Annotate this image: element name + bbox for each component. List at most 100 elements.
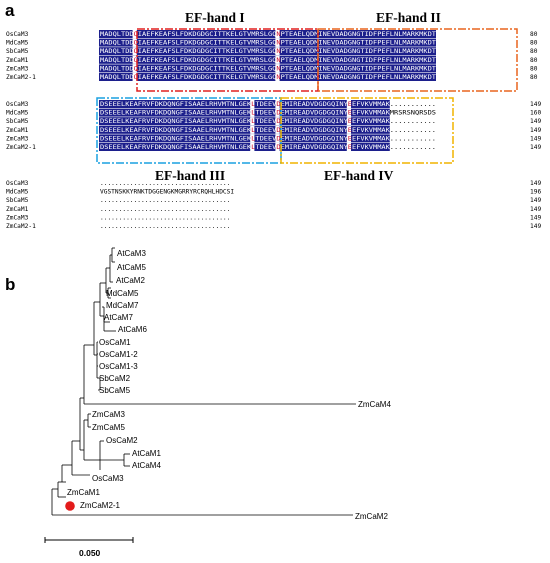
sequence-length: 149 xyxy=(530,127,541,134)
sequence-length: 149 xyxy=(530,101,541,108)
conserved-column-cell xyxy=(275,108,280,117)
sequence-name: SbCaM5 xyxy=(6,118,29,125)
panel-b-label: b xyxy=(5,275,15,294)
sequence-name: OsCaM3 xyxy=(6,31,29,38)
sequence-length: 80 xyxy=(530,31,538,38)
tree-leaf-label: OsCaM1 xyxy=(99,338,131,347)
tree-leaf-label: ZmCaM5 xyxy=(92,423,125,432)
sequence-name: ZmCaM3 xyxy=(6,214,29,221)
phylogenetic-tree xyxy=(51,247,356,516)
sequence-residues: ................................... xyxy=(100,223,230,230)
sequence-name: ZmCaM2-1 xyxy=(6,223,36,230)
sequence-residues: MADQLTDD QIAEFKEAFSLFDKDGDGCITTKELGTVMRSL… xyxy=(100,31,436,38)
tree-leaf-label: ZmCaM1 xyxy=(67,488,100,497)
sequence-length: 80 xyxy=(530,74,538,81)
sequence-name: MdCaM5 xyxy=(6,189,29,196)
sequence-name: MdCaM5 xyxy=(6,40,29,47)
sequence-length: 160 xyxy=(530,110,541,117)
tree-leaf-label: AtCaM5 xyxy=(117,263,146,272)
sequence-length: 80 xyxy=(530,65,538,72)
conserved-column-cell xyxy=(250,125,255,134)
tree-leaf-label: AtCaM4 xyxy=(132,461,161,470)
sequence-length: 149 xyxy=(530,180,541,187)
tree-leaf-label: OsCaM1-2 xyxy=(99,350,138,359)
sequence-length: 149 xyxy=(530,118,541,125)
sequence-name: ZmCaM2-1 xyxy=(6,144,36,151)
sequence-name: OsCaM3 xyxy=(6,101,29,108)
sequence-residues: MADQLTDD QIAEFKEAFSLFDKDGDGCITTKELGTVMRSL… xyxy=(100,74,436,81)
conserved-column-cell xyxy=(275,30,280,38)
sequence-residues: ................................... xyxy=(100,180,230,187)
sequence-name: SbCaM5 xyxy=(6,48,29,55)
conserved-column-cell xyxy=(275,117,280,126)
conserved-column-cell xyxy=(250,108,255,117)
sequence-residues: MADQLTDD QIAEFKEAFSLFDKDGDGCITTKELGTVMRSL… xyxy=(100,40,436,47)
tree-leaf-label: MdCaM7 xyxy=(106,301,139,310)
domain-label-ef-hand-3: EF-hand III xyxy=(155,168,225,183)
sequence-residues: VGSTNSKKYRNKTDGGENGKMGRRYRCRQHLHDCSI xyxy=(100,189,234,196)
conserved-column-cell xyxy=(346,100,351,108)
alignment-row-bg xyxy=(99,73,436,81)
tree-leaf-label: SbCaM5 xyxy=(99,386,131,395)
tree-leaves: AtCaM3 AtCaM5 AtCaM2 MdCaM5 MdCaM7 AtCaM7 AtCa… xyxy=(67,249,391,521)
alignment-row-bg xyxy=(99,143,390,151)
tree-leaf-label: ZmCaM2-1 xyxy=(80,501,121,510)
sequence-name: ZmCaM1 xyxy=(6,57,29,64)
sequence-length: 149 xyxy=(530,197,541,204)
panel-a-label: a xyxy=(5,1,15,20)
alignment-row-bg xyxy=(99,108,390,117)
conserved-column-cell xyxy=(275,100,280,108)
conserved-column-cell xyxy=(132,47,137,56)
sequence-residues: ................................... xyxy=(100,214,230,221)
tree-leaf-label: ZmCaM2 xyxy=(355,512,388,521)
conserved-column-cell xyxy=(132,30,137,38)
tree-leaf-label: OsCaM2 xyxy=(106,436,138,445)
highlight-marker xyxy=(65,501,75,511)
conserved-column-cell xyxy=(250,143,255,151)
alignment-block-3: OsCaM3..................................… xyxy=(6,180,541,230)
sequence-length: 149 xyxy=(530,206,541,213)
ef-hand-4-box xyxy=(280,97,454,164)
tree-leaf-label: AtCaM1 xyxy=(132,449,161,458)
conserved-column-cell xyxy=(250,100,255,108)
conserved-column-cell xyxy=(250,134,255,143)
tree-leaf-label: MdCaM5 xyxy=(106,289,139,298)
alignment-row-bg xyxy=(99,100,390,108)
domain-label-ef-hand-2: EF-hand II xyxy=(376,10,441,25)
sequence-residues: DSEEELKEAFRVFDKDQNGFISAAELRHVMTNLGEK LTDE… xyxy=(100,135,436,142)
sequence-residues: DSEEELKEAFRVFDKDQNGFISAAELRHVMTNLGEK LTDE… xyxy=(100,127,436,134)
sequence-name: SbCaM5 xyxy=(6,197,29,204)
tree-leaf-label: AtCaM7 xyxy=(104,313,133,322)
conserved-column-cell xyxy=(275,125,280,134)
sequence-name: ZmCaM3 xyxy=(6,65,29,72)
tree-leaf-label: SbCaM2 xyxy=(99,374,131,383)
alignment-row-bg xyxy=(99,117,390,126)
sequence-residues: MADQLTDD QIAEFKEAFSLFDKDGDGCITTKELGTVMRSL… xyxy=(100,65,436,72)
sequence-residues: DSEEELKEAFRVFDKDQNGFISAAELRHVMTNLGEK LTDE… xyxy=(100,144,436,151)
sequence-length: 149 xyxy=(530,223,541,230)
conserved-column-cell xyxy=(275,64,280,73)
alignment-row-bg xyxy=(99,55,436,64)
sequence-residues: MADQLTDD QIAEFKEAFSLFDKDGDGCITTKELGTVMRSL… xyxy=(100,48,436,55)
conserved-column-cell xyxy=(132,55,137,64)
conserved-column-cell xyxy=(346,134,351,143)
sequence-length: 80 xyxy=(530,57,538,64)
sequence-residues: ................................... xyxy=(100,206,230,213)
sequence-residues: MADQLTDD QIAEFKEAFSLFDKDGDGCITTKELGTVMRSL… xyxy=(100,57,436,64)
sequence-residues: ................................... xyxy=(100,197,230,204)
tree-leaf-label: ZmCaM4 xyxy=(358,400,391,409)
sequence-name: OsCaM3 xyxy=(6,180,29,187)
sequence-name: ZmCaM3 xyxy=(6,135,29,142)
tree-leaf-label: AtCaM6 xyxy=(118,325,147,334)
sequence-residues: DSEEELKEAFRVFDKDQNGFISAAELRHVMTNLGEK LTDE… xyxy=(100,101,436,108)
sequence-residues: DSEEELKEAFRVFDKDQNGFISAAELRHVMTNLGEK LTDE… xyxy=(100,110,436,117)
domain-label-ef-hand-1: EF-hand I xyxy=(185,10,245,25)
sequence-name: MdCaM5 xyxy=(6,110,29,117)
alignment-row-bg xyxy=(99,64,436,73)
conserved-column-cell xyxy=(275,47,280,56)
alignment-row-bg xyxy=(99,47,436,56)
alignment-block-1: OsCaM3 MADQLTDD QIAEFKEAFSLFDKDGDGCITTKELG… xyxy=(6,30,538,81)
tree-leaf-label: OsCaM1-3 xyxy=(99,362,138,371)
sequence-length: 149 xyxy=(530,144,541,151)
